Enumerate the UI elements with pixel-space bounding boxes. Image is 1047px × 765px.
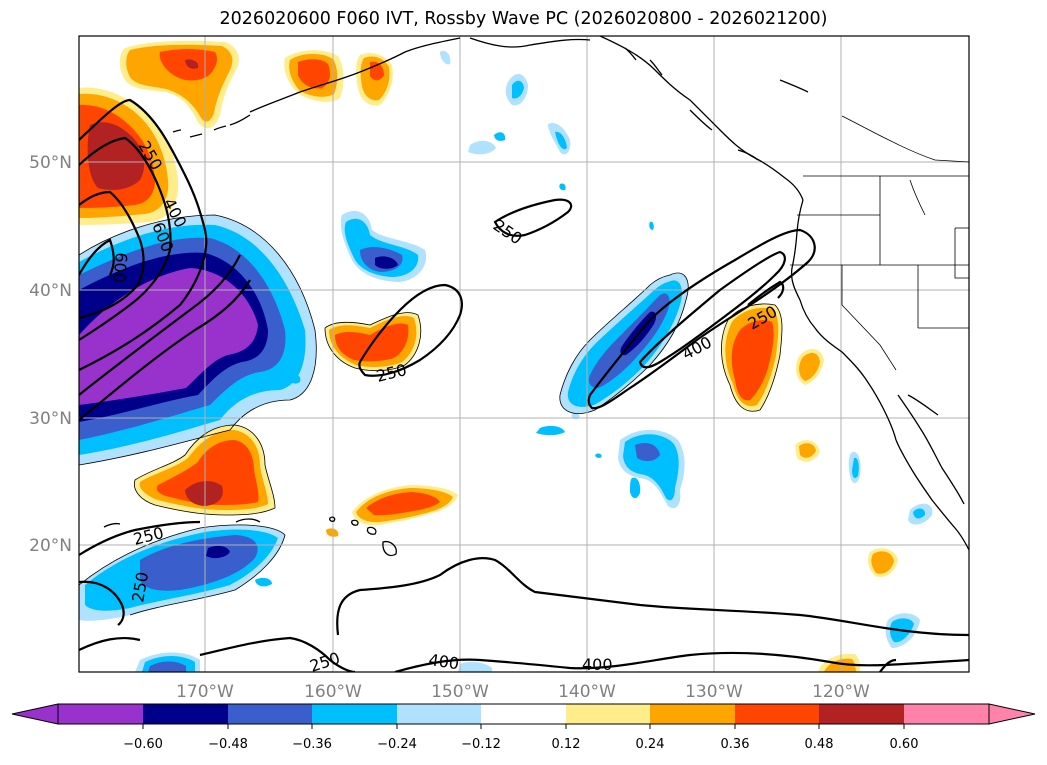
colorbar-tick-label: 0.24 <box>636 737 665 752</box>
lat-label-30: 30°N <box>29 409 72 429</box>
colorbar-tick-label: 0.60 <box>890 737 919 752</box>
lat-label-50: 50°N <box>29 153 72 173</box>
contour-label: 400 <box>427 650 460 673</box>
lon-label-140: 140°W <box>558 682 616 702</box>
lon-label-170: 170°W <box>176 682 234 702</box>
colorbar-tick-label: −0.24 <box>377 737 417 752</box>
lon-label-120: 120°W <box>812 682 870 702</box>
lat-label-20: 20°N <box>29 536 72 556</box>
colorbar-tick-label: −0.60 <box>123 737 163 752</box>
contour-label: 600 <box>109 252 131 284</box>
colorbar-swatch <box>143 704 228 724</box>
gridlines <box>79 36 969 672</box>
lon-label-130: 130°W <box>685 682 743 702</box>
colorbar-swatch <box>650 704 735 724</box>
colorbar-swatch <box>904 704 989 724</box>
colorbar-swatch <box>735 704 819 724</box>
longitude-labels: 170°W 160°W 150°W 140°W 130°W 120°W <box>176 682 870 702</box>
ivt-contours <box>79 98 969 672</box>
colorbar-tick-label: 0.48 <box>805 737 834 752</box>
political-borders <box>790 115 969 371</box>
colorbar-tick-label: 0.12 <box>552 737 581 752</box>
colorbar-tick-label: −0.48 <box>208 737 248 752</box>
colorbar-tick-label: 0.36 <box>721 737 750 752</box>
colorbar-extend-low <box>11 703 59 725</box>
colorbar-tick-label: −0.36 <box>292 737 332 752</box>
colorbar-swatch <box>819 704 904 724</box>
contour-label: 400 <box>582 655 613 674</box>
colorbar-extend-high <box>988 703 1036 725</box>
colorbar-swatch <box>58 704 143 724</box>
latitude-labels: 50°N 40°N 30°N 20°N <box>29 153 72 556</box>
map-title: 2026020600 F060 IVT, Rossby Wave PC (202… <box>219 9 828 29</box>
colorbar-tick-label: −0.12 <box>461 737 501 752</box>
colorbar-frame <box>57 703 990 725</box>
colorbar-swatch <box>481 704 566 724</box>
neg-region-west-core <box>79 268 258 405</box>
lon-label-160: 160°W <box>304 682 362 702</box>
lat-label-40: 40°N <box>29 281 72 301</box>
lon-label-150: 150°W <box>431 682 489 702</box>
negative-anomaly-shading <box>79 50 933 672</box>
colorbar-swatch <box>312 704 397 724</box>
map-frame <box>78 35 970 673</box>
contour-label: 250 <box>307 648 342 676</box>
colorbar-swatch <box>397 704 481 724</box>
colorbar: −0.60 −0.48 −0.36 −0.24 −0.12 0.12 0.24 … <box>11 703 1036 752</box>
colorbar-swatch <box>566 704 650 724</box>
colorbar-swatch <box>228 704 312 724</box>
coastlines <box>103 36 969 557</box>
